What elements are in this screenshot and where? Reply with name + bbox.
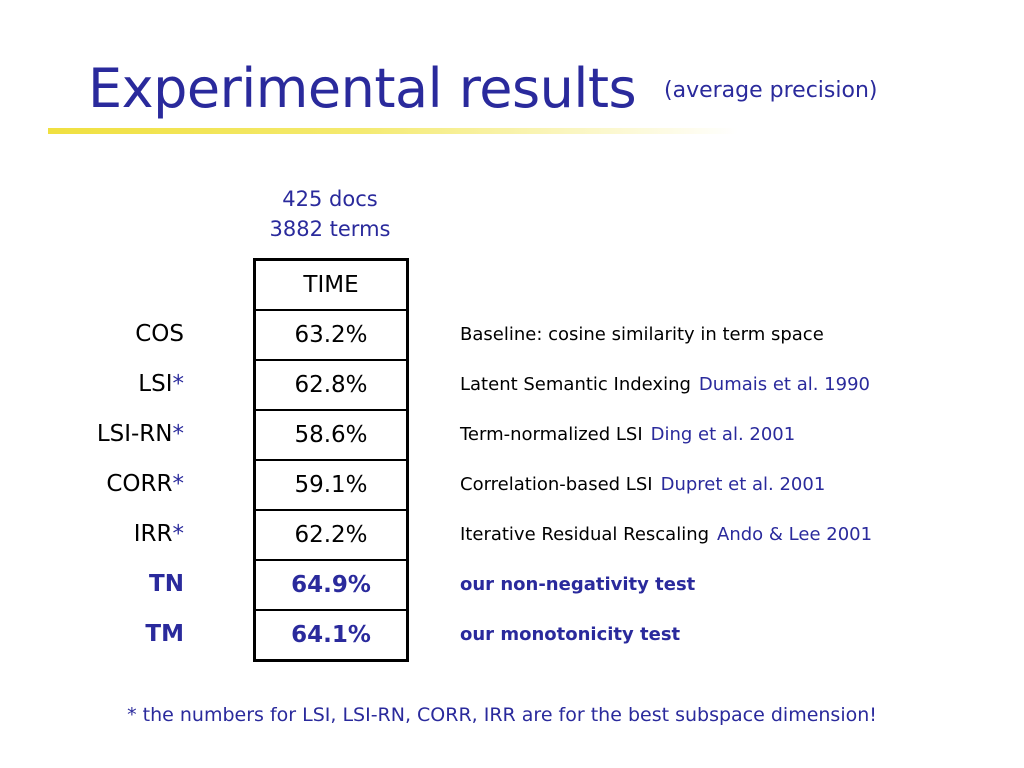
dataset-terms: 3882 terms: [269, 217, 391, 241]
dataset-docs: 425 docs: [282, 187, 378, 211]
footnote: * the numbers for LSI, LSI-RN, CORR, IRR…: [127, 704, 877, 726]
desc-cos: Baseline: cosine similarity in term spac…: [460, 323, 824, 345]
table-cell-lsi-rn: 58.6%: [253, 409, 409, 461]
table-cell-corr: 59.1%: [253, 459, 409, 511]
method-descriptions: Baseline: cosine similarity in term spac…: [460, 309, 1000, 659]
method-label-tn: TN: [149, 571, 184, 597]
title-underline: [48, 128, 738, 134]
desc-irr: Iterative Residual Rescaling Ando & Lee 2…: [460, 523, 873, 545]
desc-tm: our monotonicity test: [460, 623, 681, 645]
table-row: 62.2%: [253, 509, 409, 561]
table-row: 58.6%: [253, 409, 409, 461]
method-label-lsi: LSI *: [138, 371, 184, 397]
table-cell-tn: 64.9%: [253, 559, 409, 611]
desc-tn: our non-negativity test: [460, 573, 696, 595]
table-cell-cos: 63.2%: [253, 309, 409, 361]
table-cell-lsi: 62.8%: [253, 359, 409, 411]
results-table: TIME 63.2% 62.8% 58.6% 59.1% 62.2% 64.9%…: [253, 258, 409, 662]
method-labels: COS LSI * LSI-RN * CORR * IRR * TN TM: [40, 309, 184, 659]
citation: Dupret et al. 2001: [660, 473, 826, 495]
desc-corr: Correlation-based LSI Dupret et al. 2001: [460, 473, 826, 495]
method-label-lsi-rn: LSI-RN *: [96, 421, 184, 447]
slide-subtitle: (average precision): [664, 78, 878, 103]
table-row: 59.1%: [253, 459, 409, 511]
dataset-info: 425 docs 3882 terms: [232, 184, 428, 244]
method-label-irr: IRR *: [133, 521, 184, 547]
slide-title: Experimental results: [88, 57, 637, 120]
table-header-row: TIME: [253, 258, 409, 311]
table-row: 63.2%: [253, 309, 409, 361]
table-row: 64.9%: [253, 559, 409, 611]
method-label-cos: COS: [135, 321, 184, 347]
table-cell-irr: 62.2%: [253, 509, 409, 561]
desc-lsi: Latent Semantic Indexing Dumais et al. 19…: [460, 373, 870, 395]
table-row: 64.1%: [253, 609, 409, 662]
citation: Dumais et al. 1990: [698, 373, 870, 395]
citation: Ando & Lee 2001: [717, 523, 873, 545]
method-label-corr: CORR *: [106, 471, 184, 497]
table-cell-tm: 64.1%: [253, 609, 409, 662]
desc-lsi-rn: Term-normalized LSI Ding et al. 2001: [460, 423, 796, 445]
citation: Ding et al. 2001: [650, 423, 796, 445]
method-label-tm: TM: [145, 621, 184, 647]
table-header-time: TIME: [253, 258, 409, 311]
table-row: 62.8%: [253, 359, 409, 411]
